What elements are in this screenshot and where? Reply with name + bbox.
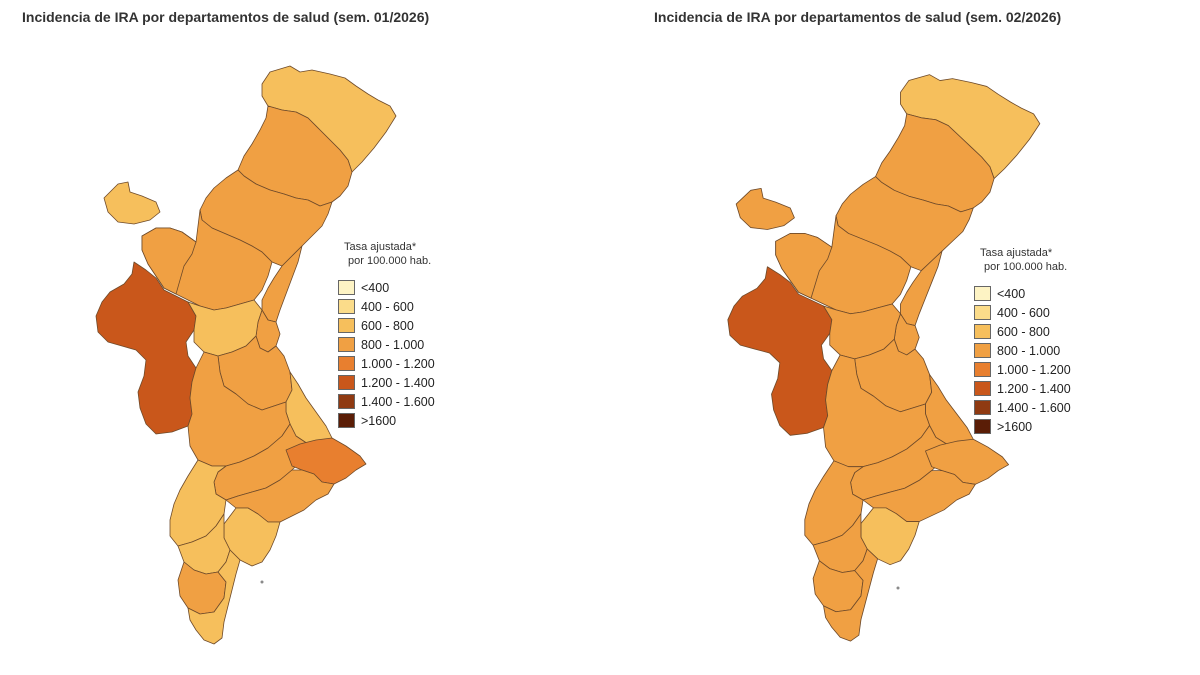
legend-label: 600 - 800 — [361, 318, 414, 333]
legend-title: Tasa ajustada* por 100.000 hab. — [974, 246, 1071, 274]
legend-item: 800 - 1.000 — [974, 341, 1071, 360]
region-layer — [727, 74, 1041, 642]
legend-item: >1600 — [338, 411, 435, 430]
department-region — [775, 233, 833, 299]
legend-item: 600 - 800 — [338, 316, 435, 335]
department-region — [103, 181, 161, 225]
legend-swatch — [338, 375, 355, 390]
legend-label: >1600 — [361, 413, 397, 428]
legend-label: 800 - 1.000 — [997, 343, 1061, 358]
legend-swatch — [974, 324, 991, 339]
department-region — [900, 250, 943, 326]
legend-label: 1.200 - 1.400 — [997, 381, 1071, 396]
legend-title-line2: por 100.000 hab. — [348, 255, 432, 267]
legend-swatch — [974, 419, 991, 434]
legend-item: 600 - 800 — [974, 322, 1071, 341]
legend-label: >1600 — [997, 419, 1033, 434]
legend-swatch — [338, 413, 355, 428]
legend-label: <400 — [997, 286, 1026, 301]
legend-swatch — [974, 343, 991, 358]
legend-swatch — [974, 400, 991, 415]
legend-swatch — [338, 356, 355, 371]
legend-item: >1600 — [974, 417, 1071, 436]
map-title: Incidencia de IRA por departamentos de s… — [654, 9, 1062, 25]
legend-label: 400 - 600 — [997, 305, 1050, 320]
choropleth-map — [95, 65, 397, 645]
map-legend: Tasa ajustada* por 100.000 hab. <400 400 … — [974, 246, 1071, 436]
department-region — [261, 245, 303, 323]
legend-label: 600 - 800 — [997, 324, 1050, 339]
legend-item: 1.400 - 1.600 — [338, 392, 435, 411]
legend-title-line1: Tasa ajustada* — [980, 247, 1053, 259]
legend-swatch — [974, 305, 991, 320]
department-region — [141, 227, 197, 295]
legend-label: 1.000 - 1.200 — [997, 362, 1071, 377]
legend-title: Tasa ajustada* por 100.000 hab. — [338, 240, 435, 268]
legend-swatch — [974, 286, 991, 301]
map-marker — [896, 586, 900, 590]
map-marker — [260, 580, 264, 584]
choropleth-map — [727, 74, 1041, 642]
legend-item: 1.400 - 1.600 — [974, 398, 1071, 417]
legend-label: 400 - 600 — [361, 299, 414, 314]
legend-swatch — [338, 318, 355, 333]
legend-list: <400 400 - 600 600 - 800 800 - 1.000 1.000 -… — [338, 278, 435, 430]
legend-item: 800 - 1.000 — [338, 335, 435, 354]
department-region — [187, 549, 241, 645]
legend-item: <400 — [974, 284, 1071, 303]
map-legend: Tasa ajustada* por 100.000 hab. <400 400 … — [338, 240, 435, 430]
legend-item: 1.200 - 1.400 — [974, 379, 1071, 398]
legend-label: 1.400 - 1.600 — [997, 400, 1071, 415]
legend-label: 800 - 1.000 — [361, 337, 425, 352]
region-layer — [95, 65, 397, 645]
legend-swatch — [338, 299, 355, 314]
legend-label: 1.200 - 1.400 — [361, 375, 435, 390]
legend-title-line2: por 100.000 hab. — [984, 261, 1068, 273]
legend-label: <400 — [361, 280, 390, 295]
legend-swatch — [338, 280, 355, 295]
legend-item: 1.000 - 1.200 — [338, 354, 435, 373]
map-panel-week-02: Incidencia de IRA por departamentos de s… — [600, 0, 1200, 675]
legend-item: 1.000 - 1.200 — [974, 360, 1071, 379]
legend-item: 1.200 - 1.400 — [338, 373, 435, 392]
legend-swatch — [338, 394, 355, 409]
legend-swatch — [974, 362, 991, 377]
map-title: Incidencia de IRA por departamentos de s… — [22, 9, 430, 25]
department-region — [735, 187, 795, 230]
legend-label: 1.000 - 1.200 — [361, 356, 435, 371]
legend-item: 400 - 600 — [338, 297, 435, 316]
legend-item: <400 — [338, 278, 435, 297]
legend-label: 1.400 - 1.600 — [361, 394, 435, 409]
map-panel-week-01: Incidencia de IRA por departamentos de s… — [22, 9, 435, 645]
department-region — [823, 548, 879, 642]
legend-item: 400 - 600 — [974, 303, 1071, 322]
legend-list: <400 400 - 600 600 - 800 800 - 1.000 1.000 -… — [974, 284, 1071, 436]
legend-title-line1: Tasa ajustada* — [344, 241, 417, 253]
legend-swatch — [974, 381, 991, 396]
legend-swatch — [338, 337, 355, 352]
